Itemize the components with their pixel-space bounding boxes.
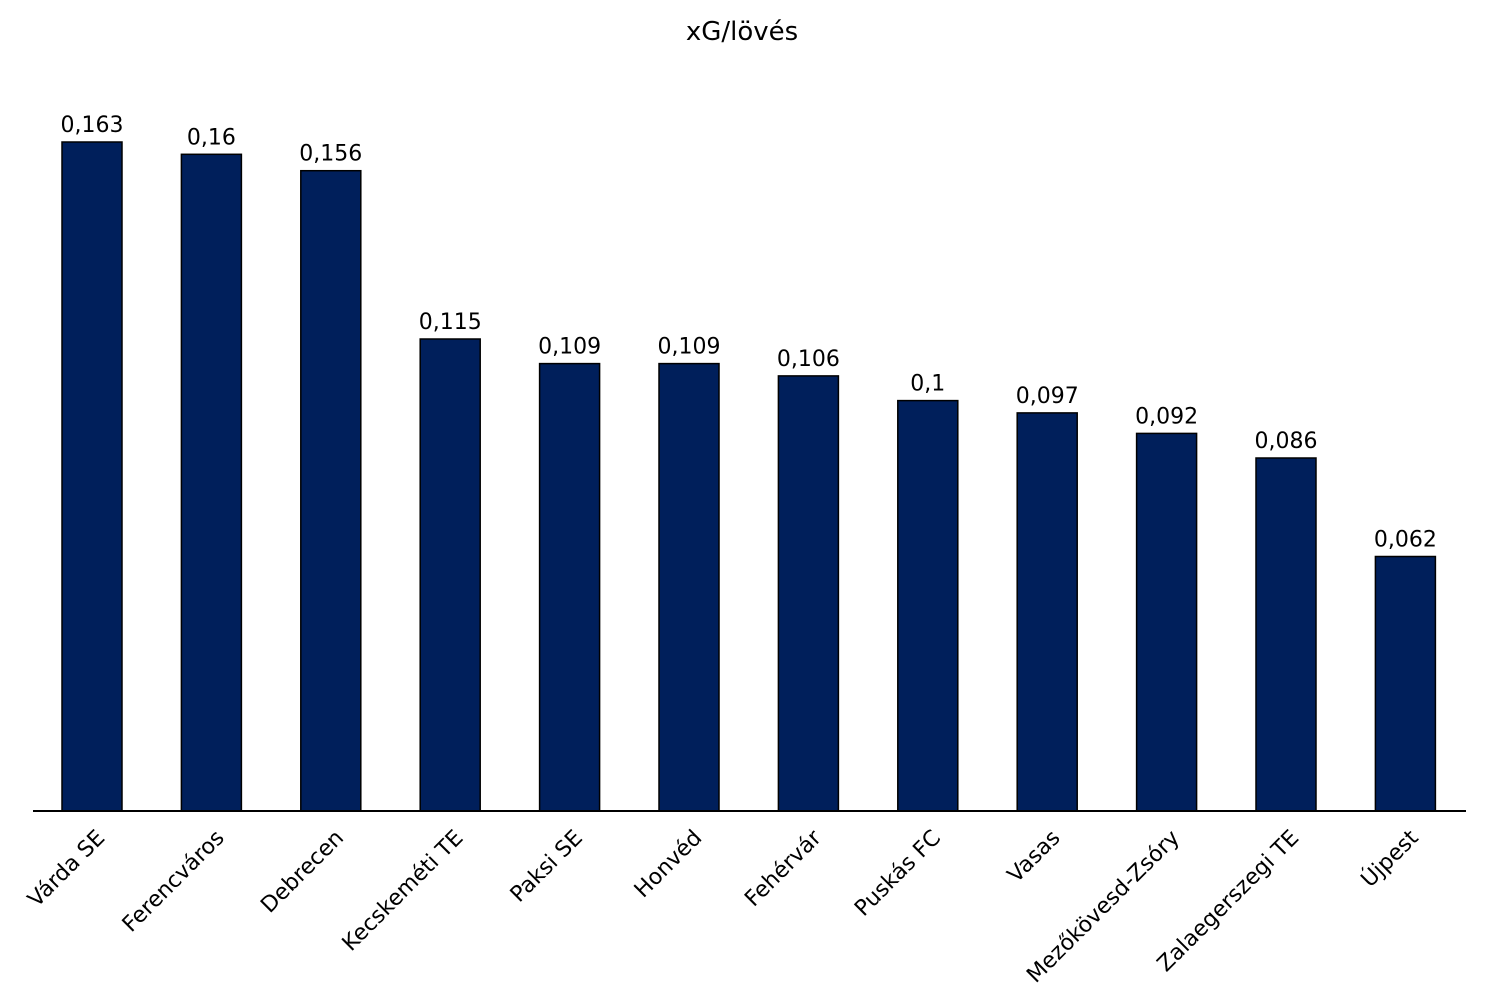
bar xyxy=(419,338,481,812)
x-tick-label: Újpest xyxy=(1356,825,1424,893)
bar-value-label: 0,062 xyxy=(1374,528,1437,553)
bar xyxy=(538,362,601,812)
bar xyxy=(658,362,720,812)
x-tick-label: Kecskeméti TE xyxy=(338,826,469,957)
bar-value-label: 0,1 xyxy=(910,372,945,397)
x-tick-label: Honvéd xyxy=(630,826,707,903)
bar xyxy=(1135,432,1198,812)
bar xyxy=(180,153,243,812)
x-tick-label: Puskás FC xyxy=(850,826,946,922)
bar xyxy=(1016,412,1078,812)
bars-group xyxy=(61,141,1437,812)
x-tick-label: Várda SE xyxy=(23,826,110,913)
bar-value-label: 0,109 xyxy=(538,335,601,360)
x-tick-label: Vasas xyxy=(1003,826,1065,888)
bar xyxy=(1255,457,1317,812)
bar xyxy=(777,375,840,812)
bar-value-label: 0,163 xyxy=(61,113,124,138)
bar-value-label: 0,097 xyxy=(1016,384,1079,409)
bar-value-label: 0,086 xyxy=(1255,429,1318,454)
bar-value-label: 0,092 xyxy=(1135,404,1198,429)
bar-value-label: 0,16 xyxy=(187,125,236,150)
data-labels-group: 0,163 0,16 0,156 0,115 0,109 0,109 0,106 0,1 0,0… xyxy=(61,113,1437,553)
bar xyxy=(897,399,959,812)
bar-value-label: 0,156 xyxy=(299,142,362,167)
bar xyxy=(1374,555,1437,812)
bar xyxy=(61,141,123,812)
x-tick-label: Ferencváros xyxy=(118,826,230,938)
x-tick-label: Fehérvár xyxy=(740,825,827,912)
chart-title: xG/lövés xyxy=(686,17,798,47)
x-tick-label: Debrecen xyxy=(256,826,349,919)
bar-value-label: 0,115 xyxy=(419,310,482,335)
bar-value-label: 0,106 xyxy=(777,347,840,372)
x-tick-label: Paksi SE xyxy=(506,826,588,908)
bar-value-label: 0,109 xyxy=(658,335,721,360)
bar xyxy=(300,169,362,812)
